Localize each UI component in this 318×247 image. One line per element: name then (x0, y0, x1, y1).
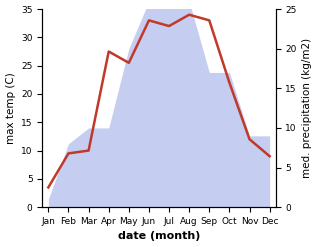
Y-axis label: max temp (C): max temp (C) (5, 72, 16, 144)
X-axis label: date (month): date (month) (118, 231, 200, 242)
Y-axis label: med. precipitation (kg/m2): med. precipitation (kg/m2) (302, 38, 313, 178)
